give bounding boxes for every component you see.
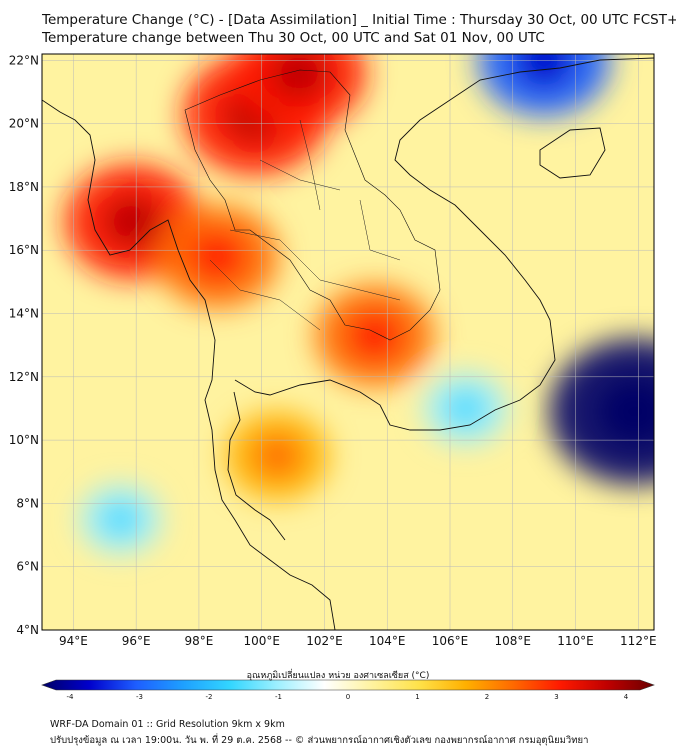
colorbar-label: อุณหภูมิเปลี่ยนแปลง หน่วย องศาเซลเซียส (… bbox=[246, 671, 430, 681]
footer-credit: ปรับปรุงข้อมูล ณ เวลา 19:00น. วัน พ. ที่… bbox=[50, 735, 589, 746]
footer-model-info: WRF-DA Domain 01 :: Grid Resolution 9km … bbox=[50, 719, 285, 730]
field-hotspot-core-2 bbox=[102, 194, 164, 249]
lon-tick-label: 106°E bbox=[432, 634, 469, 648]
lat-tick-label: 22°N bbox=[9, 53, 39, 67]
field-hotspot-core-4 bbox=[347, 311, 402, 360]
temperature-field bbox=[42, 54, 654, 630]
lat-tick-label: 10°N bbox=[9, 433, 39, 447]
lon-tick-label: 108°E bbox=[495, 634, 532, 648]
colorbar-tick-label: -4 bbox=[66, 693, 74, 701]
colorbar-tick-label: 1 bbox=[415, 693, 420, 701]
field-hotspot-core-5 bbox=[253, 434, 301, 477]
lon-tick-label: 110°E bbox=[557, 634, 594, 648]
lon-tick-label: 104°E bbox=[369, 634, 406, 648]
colorbar-tick-label: -2 bbox=[205, 693, 213, 701]
lat-tick-label: 6°N bbox=[16, 560, 39, 574]
plot-frame bbox=[41, 53, 655, 631]
field-hotspot-core-7 bbox=[514, 54, 575, 87]
colorbar-tick-label: 3 bbox=[554, 693, 559, 701]
lat-tick-label: 16°N bbox=[9, 243, 39, 257]
chart-subtitle: Temperature change between Thu 30 Oct, 0… bbox=[42, 30, 545, 46]
lat-tick-label: 14°N bbox=[9, 307, 39, 321]
lat-tick-label: 8°N bbox=[16, 496, 39, 510]
colorbar-tick-label: -1 bbox=[275, 693, 282, 701]
lon-tick-label: 96°E bbox=[122, 634, 151, 648]
lat-tick-label: 12°N bbox=[9, 370, 39, 384]
lon-tick-label: 100°E bbox=[243, 634, 280, 648]
colorbar-tick-label: 2 bbox=[484, 693, 490, 701]
colorbar bbox=[41, 679, 655, 691]
lon-tick-label: 94°E bbox=[59, 634, 88, 648]
field-hotspot-core-3 bbox=[190, 232, 246, 281]
field-hotspot-core-8 bbox=[101, 502, 140, 536]
field-hotspot-core-6 bbox=[596, 377, 654, 447]
colorbar-tick-label: -3 bbox=[136, 693, 143, 701]
field-hotspot-core-1 bbox=[269, 54, 330, 100]
colorbar-tick-label: 4 bbox=[623, 693, 629, 701]
lat-tick-label: 20°N bbox=[9, 117, 39, 131]
lon-tick-label: 112°E bbox=[620, 634, 657, 648]
colorbar-tick-label: 0 bbox=[345, 693, 351, 701]
lat-tick-label: 18°N bbox=[9, 180, 39, 194]
axis-labels: 94°E 96°E 98°E 100°E 102°E 104°E 106°E 108°E 110… bbox=[9, 53, 657, 648]
coastlines bbox=[42, 57, 654, 630]
chart-title: Temperature Change (°C) - [Data Assimila… bbox=[42, 12, 676, 28]
lon-tick-label: 98°E bbox=[184, 634, 213, 648]
lat-tick-label: 4°N bbox=[16, 623, 39, 637]
lon-tick-label: 102°E bbox=[306, 634, 343, 648]
field-hotspot-core-9 bbox=[446, 391, 485, 426]
